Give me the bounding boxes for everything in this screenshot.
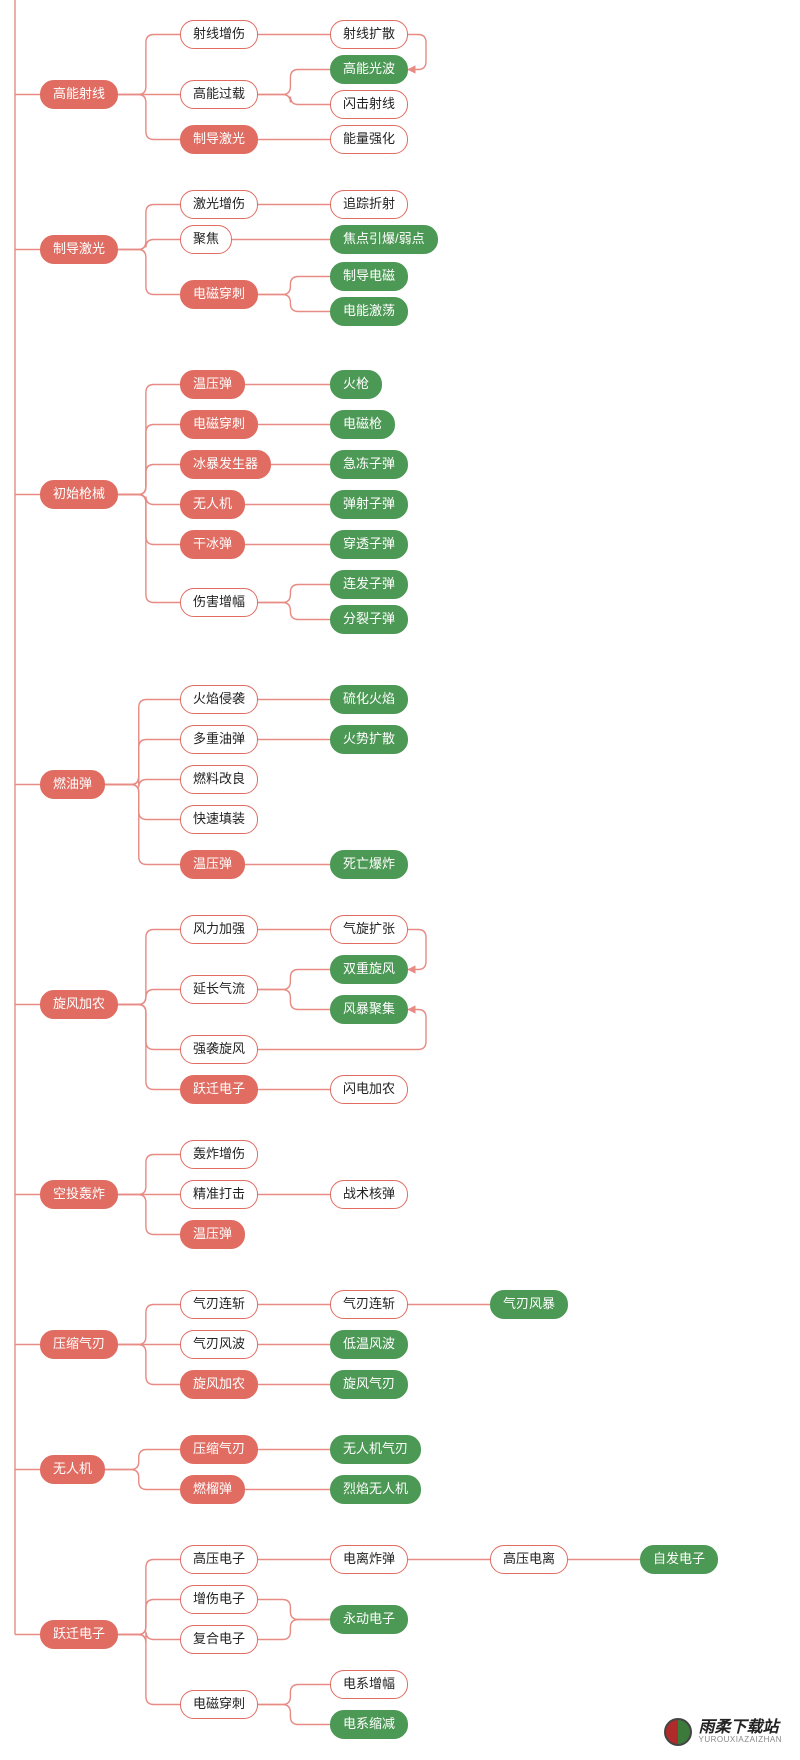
skill-node-s3d1: 弹射子弹 [330,490,408,519]
skill-node-s2a1: 追踪折射 [330,190,408,219]
watermark-logo-icon [664,1718,692,1746]
skill-node-s5c: 强袭旋风 [180,1035,258,1064]
skill-node-s7a: 气刃连斩 [180,1290,258,1319]
skill-node-s3f2: 分裂子弹 [330,605,408,634]
skill-node-s5a1: 气旋扩张 [330,915,408,944]
skill-node-s3a: 温压弹 [180,370,245,399]
watermark-text-en: YUROUXIAZAIZHAN [698,1736,782,1744]
skill-node-s7c1: 旋风气刃 [330,1370,408,1399]
skill-node-s6a: 轰炸增伤 [180,1140,258,1169]
skill-node-s7a2: 气刃风暴 [490,1290,568,1319]
skill-node-s1: 高能射线 [40,80,118,109]
skill-node-s9d1: 电系增幅 [330,1670,408,1699]
skill-node-s1b: 高能过载 [180,80,258,109]
skill-node-s6: 空投轰炸 [40,1180,118,1209]
skill-node-s8: 无人机 [40,1455,105,1484]
skill-node-s5: 旋风加农 [40,990,118,1019]
skill-node-s9bc1: 永动电子 [330,1605,408,1634]
skill-node-s4: 燃油弹 [40,770,105,799]
skill-node-s9a1: 电离炸弹 [330,1545,408,1574]
watermark-text-cn: 雨柔下载站 [698,1720,782,1736]
skill-node-s3f: 伤害增幅 [180,588,258,617]
skill-node-s9a3: 自发电子 [640,1545,718,1574]
skill-node-s8a: 压缩气刃 [180,1435,258,1464]
skill-node-s5b1: 双重旋风 [330,955,408,984]
skill-node-s2b1: 焦点引爆/弱点 [330,225,438,254]
skill-node-s7b: 气刃风波 [180,1330,258,1359]
skill-node-s9d: 电磁穿刺 [180,1690,258,1719]
skill-node-s4b: 多重油弹 [180,725,258,754]
skill-node-s9c: 复合电子 [180,1625,258,1654]
skill-node-s7a1: 气刃连斩 [330,1290,408,1319]
skill-node-s2: 制导激光 [40,235,118,264]
skill-node-s4a: 火焰侵袭 [180,685,258,714]
skill-node-s1b1: 高能光波 [330,55,408,84]
skill-node-s1c: 制导激光 [180,125,258,154]
skill-node-s3a1: 火枪 [330,370,382,399]
site-watermark: 雨柔下载站 YUROUXIAZAIZHAN [664,1718,782,1746]
skill-node-s8a1: 无人机气刃 [330,1435,421,1464]
skill-node-s5b: 延长气流 [180,975,258,1004]
skill-node-s9a2: 高压电离 [490,1545,568,1574]
skill-node-s6b1: 战术核弹 [330,1180,408,1209]
skill-node-s1c1: 能量强化 [330,125,408,154]
skill-node-s3b: 电磁穿刺 [180,410,258,439]
skill-node-s5b2: 风暴聚集 [330,995,408,1024]
skill-node-s1b2: 闪击射线 [330,90,408,119]
skill-node-s2a: 激光增伤 [180,190,258,219]
skill-node-s9d2: 电系缩减 [330,1710,408,1739]
skill-node-s3f1: 连发子弹 [330,570,408,599]
skill-node-s9b: 增伤电子 [180,1585,258,1614]
skill-node-s5a: 风力加强 [180,915,258,944]
skill-node-s5d1: 闪电加农 [330,1075,408,1104]
skill-node-s2c: 电磁穿刺 [180,280,258,309]
skill-node-s7b1: 低温风波 [330,1330,408,1359]
skill-node-s1a: 射线增伤 [180,20,258,49]
skill-node-s3: 初始枪械 [40,480,118,509]
skill-node-s7c: 旋风加农 [180,1370,258,1399]
skill-node-s8b: 燃榴弹 [180,1475,245,1504]
skill-node-s5d: 跃迁电子 [180,1075,258,1104]
skill-node-s3c1: 急冻子弹 [330,450,408,479]
skill-node-s9a: 高压电子 [180,1545,258,1574]
skill-node-s9: 跃迁电子 [40,1620,118,1649]
skill-node-s3d: 无人机 [180,490,245,519]
skill-node-s3e: 干冰弹 [180,530,245,559]
skill-node-s3b1: 电磁枪 [330,410,395,439]
skill-node-s3e1: 穿透子弹 [330,530,408,559]
skill-node-s4e: 温压弹 [180,850,245,879]
skill-node-s4e1: 死亡爆炸 [330,850,408,879]
skill-node-s6c: 温压弹 [180,1220,245,1249]
skill-node-s3c: 冰暴发生器 [180,450,271,479]
skill-node-s1a1: 射线扩散 [330,20,408,49]
skill-node-s6b: 精准打击 [180,1180,258,1209]
skill-node-s2c1: 制导电磁 [330,262,408,291]
skill-node-s4b1: 火势扩散 [330,725,408,754]
skill-node-s7: 压缩气刃 [40,1330,118,1359]
skill-node-s4d: 快速填装 [180,805,258,834]
skill-node-s8b1: 烈焰无人机 [330,1475,421,1504]
skill-node-s2b: 聚焦 [180,225,232,254]
skill-node-s4c: 燃料改良 [180,765,258,794]
skill-node-s4a1: 硫化火焰 [330,685,408,714]
skill-node-s2c2: 电能激荡 [330,297,408,326]
